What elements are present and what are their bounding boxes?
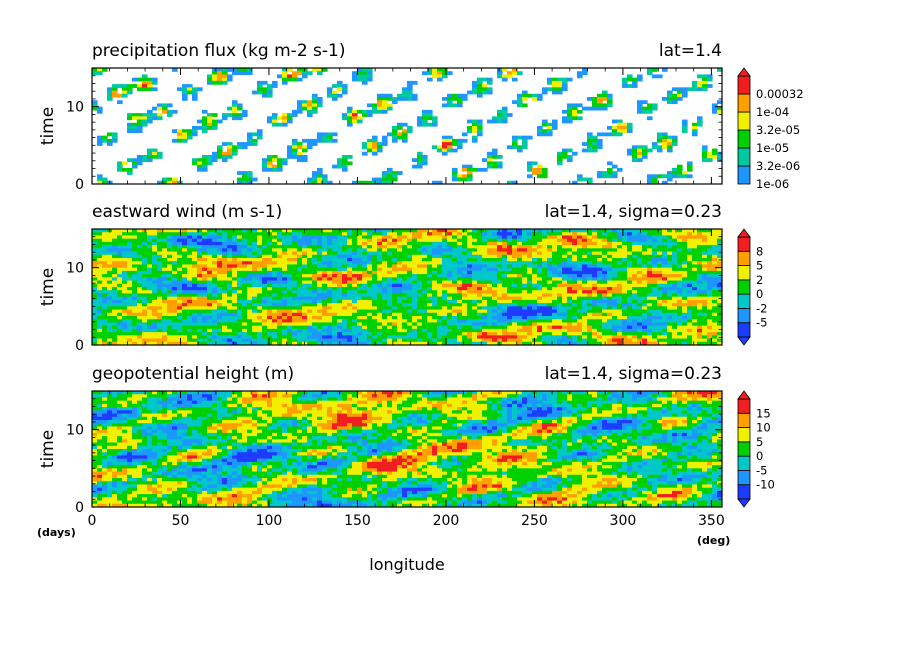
colorbar-swatch	[737, 484, 751, 500]
y-tick-label: 10	[66, 100, 84, 116]
colorbar-swatch	[737, 293, 751, 309]
colorbar-swatch	[737, 236, 751, 252]
colorbar-swatch	[737, 441, 751, 457]
plot-frame	[91, 228, 723, 346]
colorbar-label: 10	[756, 421, 771, 435]
colorbar-label: 1e-05	[756, 141, 789, 155]
panel-subtitle: lat=1.4, sigma=0.23	[545, 202, 722, 222]
colorbar-label: 1e-04	[756, 105, 789, 119]
colorbar-label: 2	[756, 273, 763, 287]
panel-title: precipitation flux (kg m-2 s-1)	[92, 41, 345, 61]
colorbar-swatch	[737, 250, 751, 266]
heatmap-field-2	[92, 229, 722, 345]
colorbar-label: 0	[756, 287, 763, 301]
colorbar-label: 5	[756, 259, 763, 273]
colorbar-extend-max	[737, 228, 751, 238]
colorbar-label: 8	[756, 244, 763, 258]
colorbar-extend-max	[737, 67, 751, 77]
colorbar-label: -10	[756, 478, 775, 492]
x-tick-label: 100	[256, 513, 283, 529]
x-axis-label: longitude	[369, 555, 444, 574]
x-tick-label: 0	[88, 513, 97, 529]
colorbar-swatch	[737, 427, 751, 443]
colorbar-label: 5	[756, 435, 763, 449]
x-tick-label: 200	[433, 513, 460, 529]
colorbar-swatch	[737, 470, 751, 486]
colorbar-extend-min	[737, 498, 751, 508]
colorbar-swatch	[737, 129, 751, 149]
colorbar-label: 1e-06	[756, 177, 789, 191]
colorbar-swatch	[737, 308, 751, 324]
y-axis-label: time	[38, 268, 58, 306]
plot-frame	[91, 390, 723, 508]
y-unit-label: (days)	[37, 526, 76, 539]
heatmap-field-3	[92, 391, 722, 507]
x-tick-label: 350	[698, 513, 725, 529]
x-unit-label: (deg)	[697, 534, 730, 547]
y-tick-label: 10	[66, 423, 84, 439]
colorbar-label: -5	[756, 316, 767, 330]
panel-subtitle: lat=1.4	[659, 41, 722, 61]
colorbar-swatch	[737, 322, 751, 338]
panel-title: geopotential height (m)	[92, 364, 294, 384]
colorbar-swatch	[737, 398, 751, 414]
x-tick-label: 250	[521, 513, 548, 529]
colorbar-label: 0	[756, 449, 763, 463]
colorbar-swatch	[737, 265, 751, 281]
x-tick-label: 50	[172, 513, 190, 529]
y-tick-label: 10	[66, 261, 84, 277]
colorbar-swatch	[737, 279, 751, 295]
colorbar-swatch	[737, 147, 751, 167]
colorbar-swatch	[737, 455, 751, 471]
panel-2: eastward wind (m s-1) lat=1.4, sigma=0.23…	[38, 202, 767, 354]
y-tick-label: 0	[75, 338, 84, 354]
x-tick-label: 150	[344, 513, 371, 529]
colorbar-swatch	[737, 412, 751, 428]
colorbar-label: 3.2e-06	[756, 159, 800, 173]
panel-subtitle: lat=1.4, sigma=0.23	[545, 364, 722, 384]
heatmap-field-1	[92, 68, 722, 184]
panel-1: precipitation flux (kg m-2 s-1) lat=1.4 ti…	[38, 41, 804, 193]
plot-frame	[91, 67, 723, 185]
y-tick-label: 0	[75, 177, 84, 193]
colorbar-swatch	[737, 111, 751, 131]
x-tick-label: 300	[610, 513, 637, 529]
panel-3: geopotential height (m) lat=1.4, sigma=0.…	[38, 364, 775, 529]
y-tick-label: 0	[75, 500, 84, 516]
panel-title: eastward wind (m s-1)	[92, 202, 282, 222]
colorbar-label: 0.00032	[756, 87, 804, 101]
colorbar-swatch	[737, 75, 751, 95]
colorbar-extend-max	[737, 390, 751, 400]
y-axis-label: time	[38, 107, 58, 145]
colorbar-swatch	[737, 93, 751, 113]
colorbar-swatch	[737, 165, 751, 185]
colorbar-extend-min	[737, 336, 751, 346]
colorbar-label: -5	[756, 463, 767, 477]
colorbar-label: -2	[756, 301, 767, 315]
colorbar-label: 3.2e-05	[756, 123, 800, 137]
colorbar-label: 15	[756, 406, 771, 420]
colorbar-1: 1e-06 3.2e-06 1e-05 3.2e-05 1e-04 0.00032	[737, 67, 804, 191]
y-axis-label: time	[38, 430, 58, 468]
